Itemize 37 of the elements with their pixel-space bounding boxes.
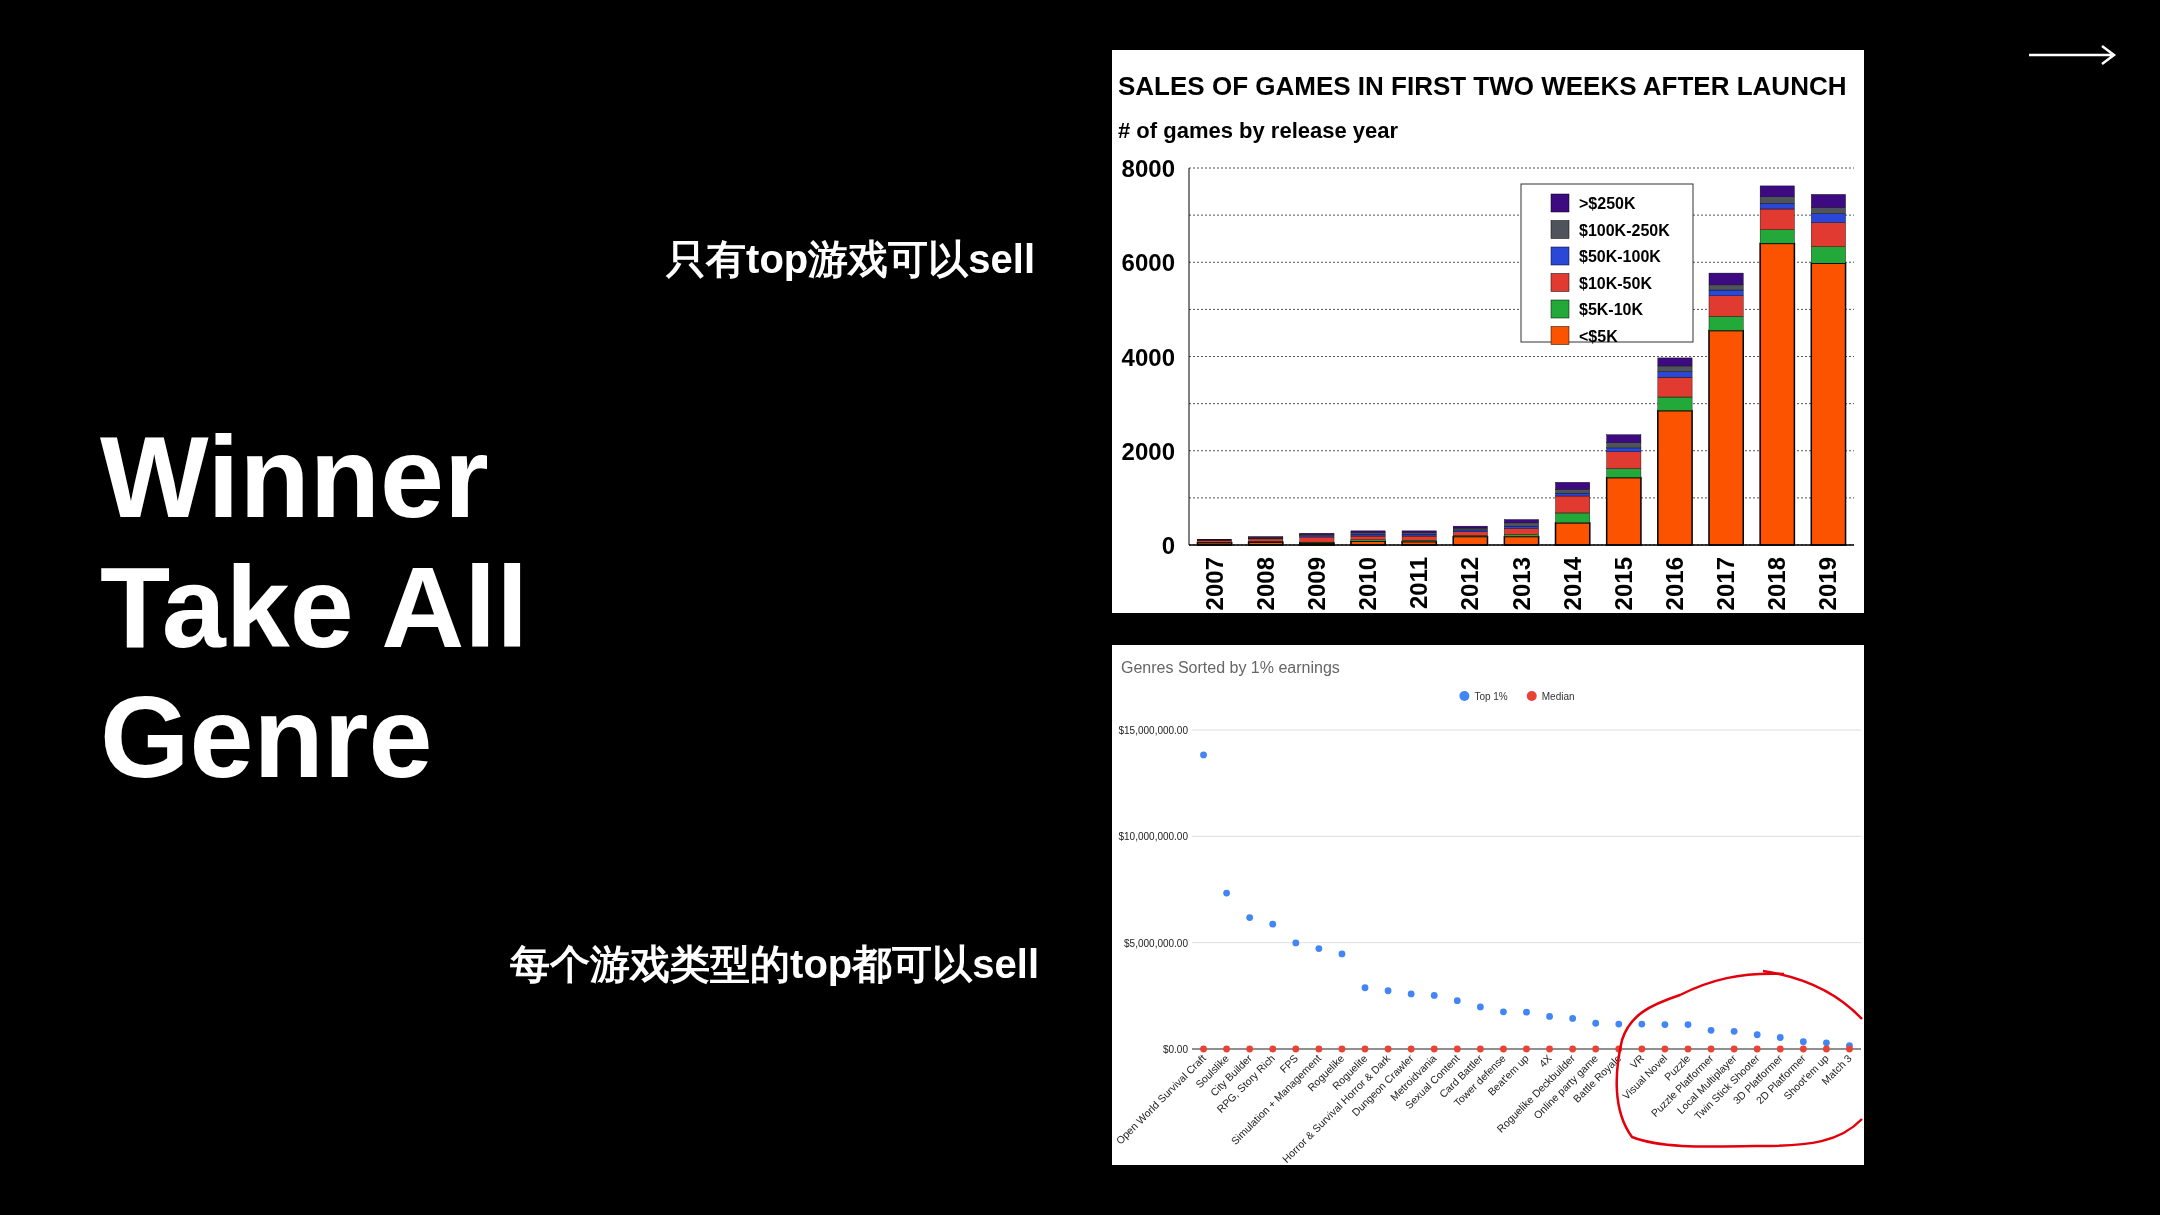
text: Winner Take All Genre (100, 413, 529, 801)
x-tick-label: 2014 (1558, 556, 1586, 611)
x-tick-label: 2011 (1405, 557, 1433, 610)
y-tick-label: $10,000,000.00 (1118, 831, 1189, 843)
y-tick-label: $0.00 (1162, 1044, 1189, 1055)
x-tick-label: 2013 (1507, 557, 1535, 611)
chart-title: SALES OF GAMES IN FIRST TWO WEEKS AFTER LAUNCH (1118, 71, 1847, 101)
y-tick-label: 4000 (1121, 343, 1175, 371)
y-tick-label: $5,000,000.00 (1124, 937, 1189, 949)
x-tick-label: 2017 (1712, 557, 1740, 611)
x-tick-label: 2007 (1200, 557, 1228, 611)
legend-label: $10K-50K (1579, 274, 1653, 292)
y-tick-label: 8000 (1121, 155, 1175, 182)
y-tick-label: 0 (1161, 532, 1175, 559)
x-tick-label: 2019 (1814, 557, 1842, 611)
chart-subtitle: # of games by release year (1118, 118, 1399, 143)
legend-label: >$250K (1579, 195, 1636, 212)
y-tick-label: 2000 (1121, 437, 1175, 465)
x-tick-label: 2010 (1354, 557, 1382, 611)
legend-label: $5K-10K (1579, 301, 1644, 318)
legend-label: $50K-100K (1579, 248, 1662, 265)
legend-label: Median (1541, 691, 1575, 702)
x-tick-label: 2008 (1251, 557, 1279, 611)
legend-label: Top 1% (1474, 691, 1508, 702)
x-tick-label: VR (1627, 1051, 1647, 1071)
legend-label: $100K-250K (1579, 221, 1671, 239)
text: 只有top游戏可以sell (665, 237, 1035, 281)
x-tick-label: 2009 (1302, 557, 1330, 611)
y-tick-label: 6000 (1121, 249, 1175, 277)
x-tick-label: 2015 (1609, 557, 1637, 611)
y-tick-label: $15,000,000.00 (1118, 725, 1189, 736)
x-tick-label: 2018 (1763, 557, 1791, 611)
text: 每个游戏类型的top都可以sell (509, 942, 1039, 986)
x-tick-label: 2012 (1456, 557, 1484, 611)
legend-label: <$5K (1579, 327, 1619, 345)
x-tick-label: 2016 (1660, 557, 1688, 611)
chart-title: Genres Sorted by 1% earnings (1121, 659, 1340, 676)
